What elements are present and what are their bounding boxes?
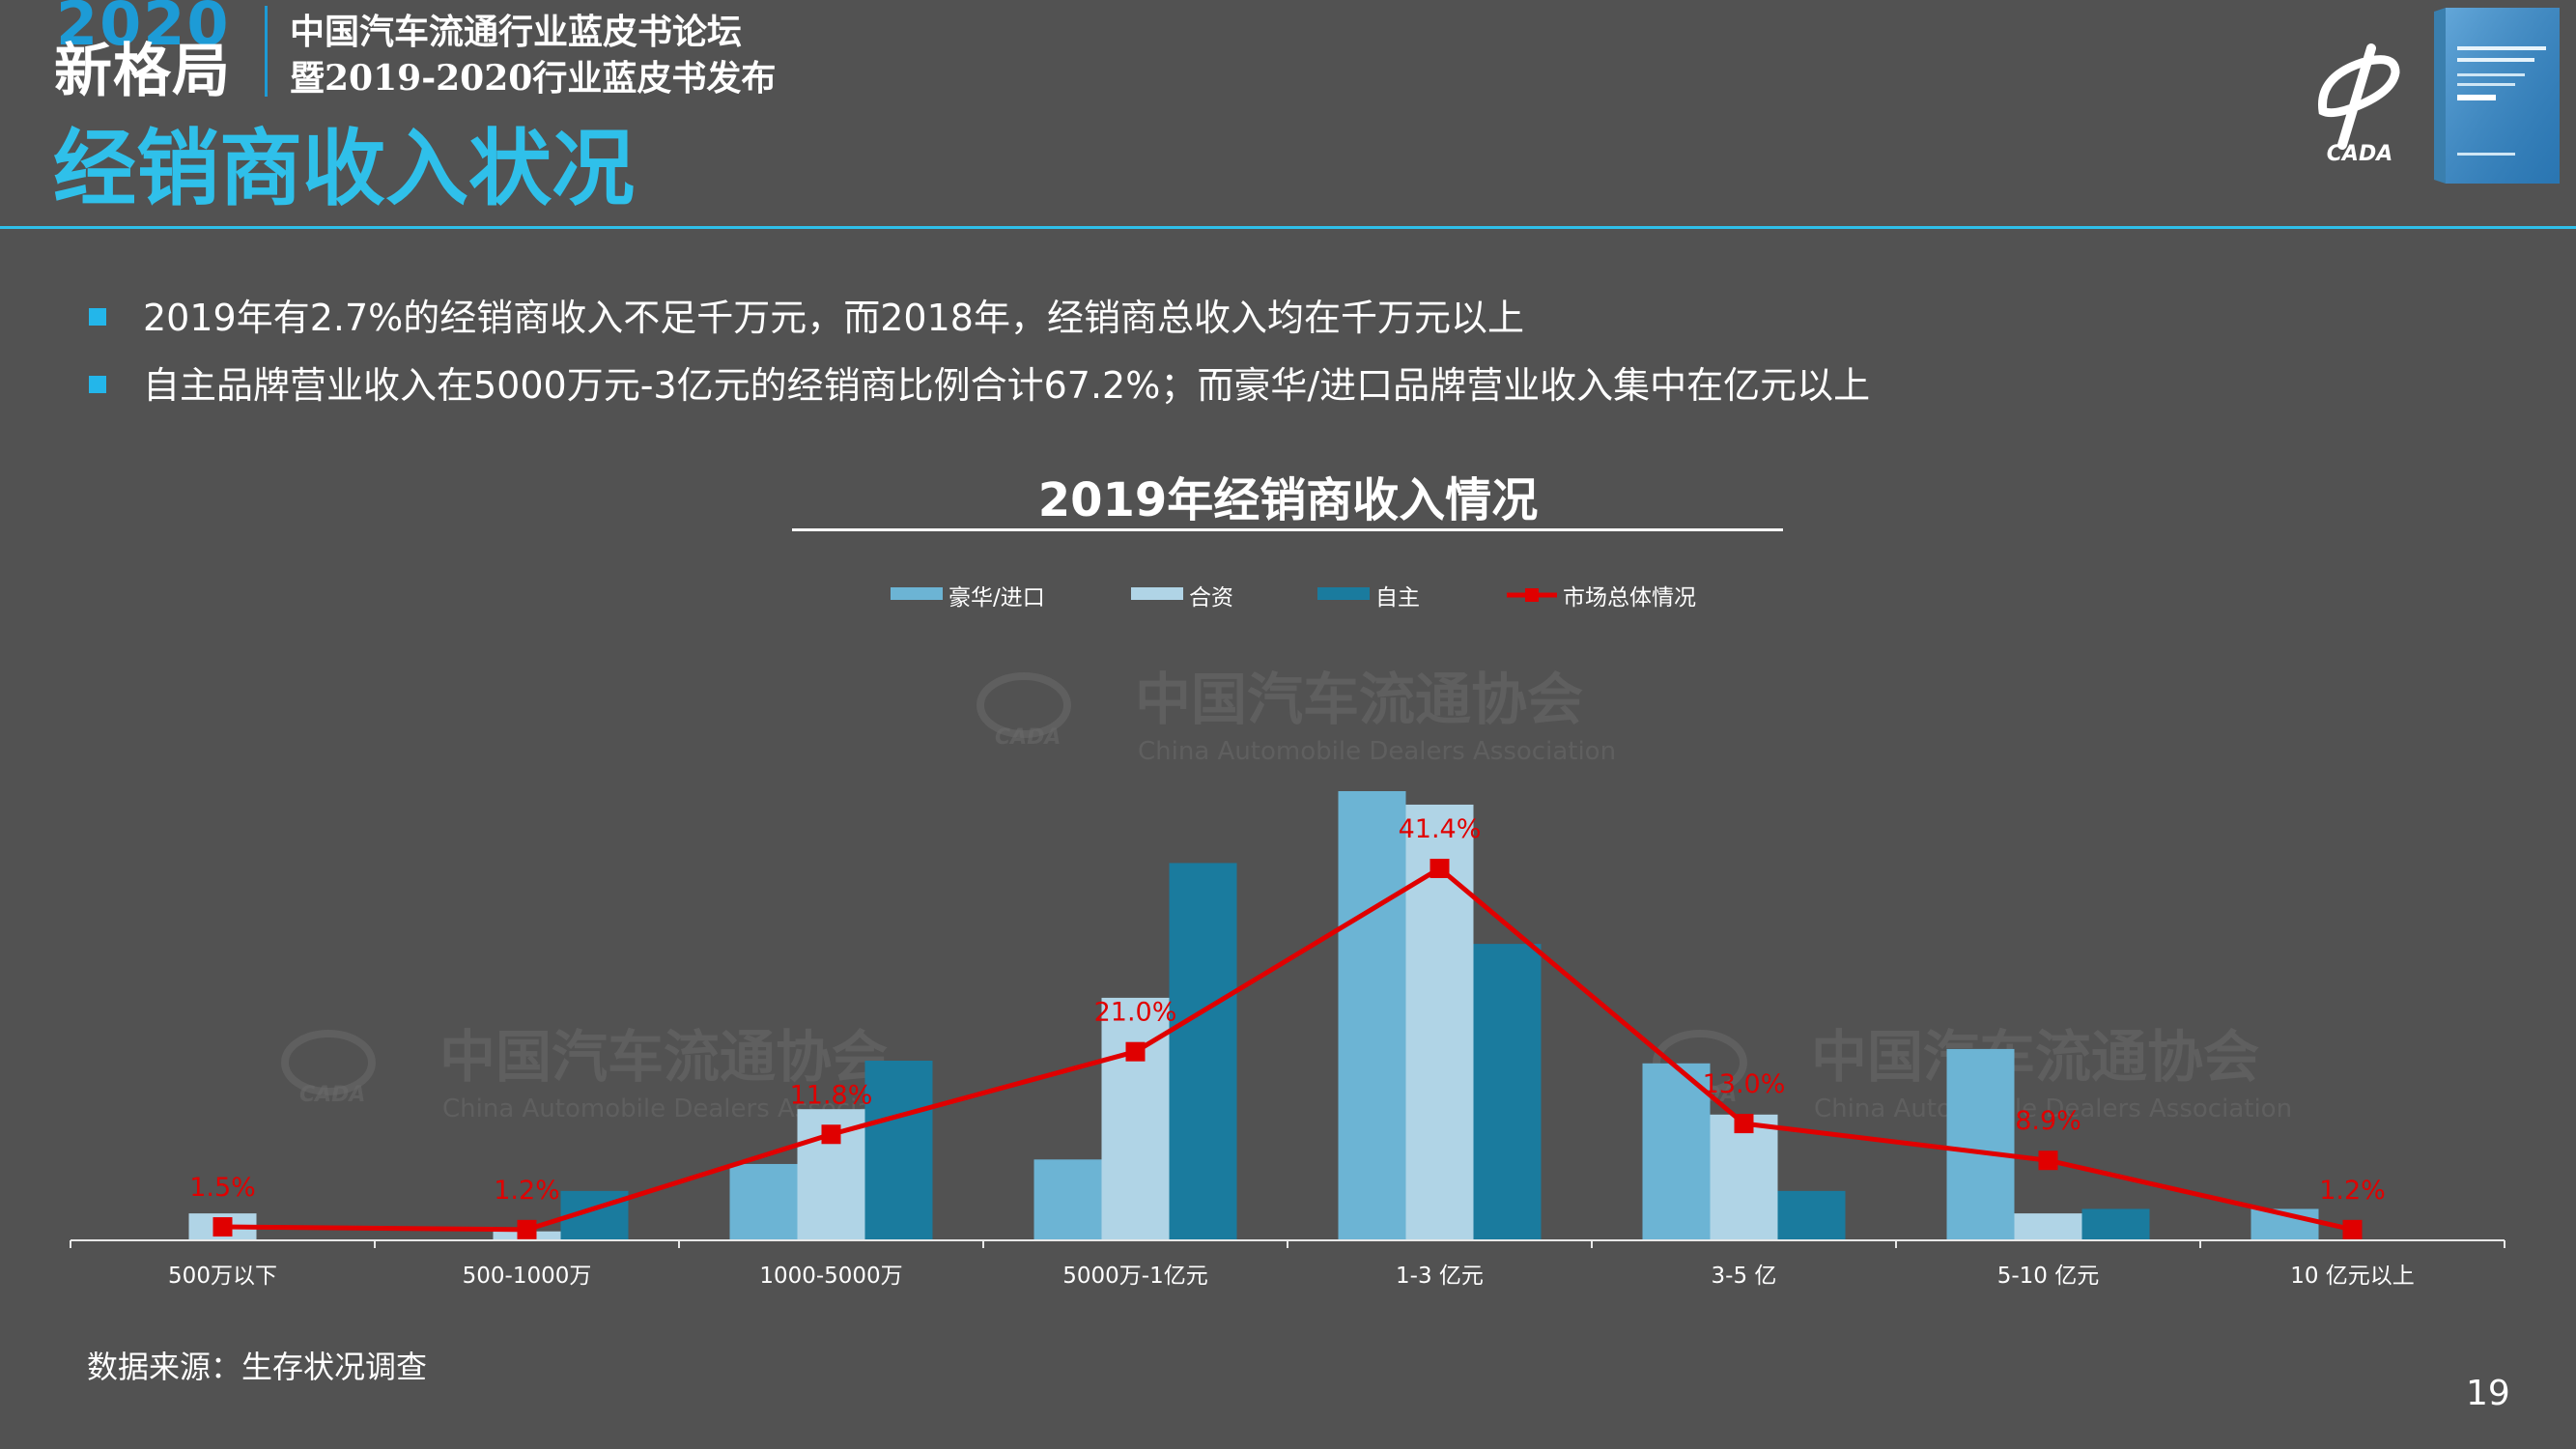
bullet-point: 自主品牌营业收入在5000万元-3亿元的经销商比例合计67.2%；而豪华/进口品… [89,367,1870,404]
market-data-label: 8.9% [2015,1106,2081,1136]
logo-year: 2020 [56,0,231,59]
bar-luxury [1642,1063,1711,1240]
bar-domestic [1473,944,1542,1240]
forum-title-line1: 中国汽车流通行业蓝皮书论坛 [290,12,743,52]
watermark-cn-text: 中国汽车流通协会 [439,1024,888,1090]
watermark: CADA 中国汽车流通协会 China Automobile Dealers Ass… [977,667,1616,766]
x-tick-label: 1000-5000万 [759,1264,902,1289]
market-data-label: 1.2% [2319,1176,2386,1206]
page-title: 经销商收入状况 [53,121,635,217]
x-tick-label: 5-10 亿元 [1997,1264,2100,1289]
bar-domestic [1169,863,1237,1240]
market-line-layer: 1.5% 1.2% 11.8% 21.0% 41.4% 13.0% 8.9% 1.2% [189,814,2386,1239]
source-note: 数据来源：生存状况调查 [87,1349,428,1385]
watermark-logo-icon [977,672,1071,738]
watermark-logo-text: CADA [299,1083,365,1107]
bullet-square-icon [89,375,106,393]
x-tick-label: 3-5 亿 [1712,1264,1777,1289]
market-data-label: 1.5% [189,1173,256,1203]
watermark-cn-text: 中国汽车流通协会 [1135,667,1583,732]
chart-title-underline [792,528,1783,531]
x-axis: 500万以下 500-1000万 1000-5000万 5000万-1亿元 1-3 亿元… [70,1239,2505,1289]
market-data-label: 11.8% [790,1080,873,1110]
bar-joint [1101,997,1170,1240]
legend-item: 豪华/进口 [891,585,1045,611]
watermark-en-text: China Automobile Dealers Association [1138,737,1616,766]
market-data-label: 13.0% [1703,1069,1786,1099]
x-tick-label: 500万以下 [168,1264,277,1289]
legend-swatch [891,587,943,600]
bullet-text: 自主品牌营业收入在5000万元-3亿元的经销商比例合计67.2%；而豪华/进口品… [143,364,1871,407]
income-chart: CADA 中国汽车流通协会 China Automobile Dealers Ass… [70,585,2505,1289]
market-marker [1430,858,1450,878]
market-line [222,866,2354,1233]
watermark-en-text: China Automobile Dealers Association [1814,1094,2292,1123]
logo-divider [265,6,268,97]
bar-luxury [1338,791,1406,1240]
watermark-cn-text: 中国汽车流通协会 [1811,1024,2259,1090]
legend-item: 合资 [1131,585,1233,611]
market-marker [2038,1151,2058,1171]
legend-swatch [1317,587,1370,600]
market-marker [821,1124,841,1145]
watermark-layer: CADA 中国汽车流通协会 China Automobile Dealers Ass… [281,667,2292,1123]
market-data-label: 21.0% [1094,998,1177,1028]
x-tick-label: 10 亿元以上 [2290,1264,2415,1289]
x-tick-label: 1-3 亿元 [1396,1264,1484,1289]
bar-luxury [1946,1048,2015,1240]
legend-item: 市场总体情况 [1507,585,1696,611]
logo-main-text: 新格局 [54,38,231,105]
page-number: 19 [2466,1374,2510,1413]
bar-domestic [2081,1208,2150,1240]
market-data-label: 1.2% [494,1176,560,1206]
forum-title-line2: 暨2019-2020行业蓝皮书发布 [290,58,777,99]
bar-joint [2014,1213,2082,1240]
legend-label: 自主 [1375,585,1420,611]
legend-swatch [1131,587,1183,600]
market-marker [1734,1114,1754,1134]
bar-domestic [1777,1190,1846,1240]
legend-item: 自主 [1317,585,1420,611]
legend-marker [1525,588,1539,602]
bullet-square-icon [89,307,106,326]
market-marker [1125,1041,1146,1062]
bluebook-icon [2434,8,2560,184]
bullet-point: 2019年有2.7%的经销商收入不足千万元，而2018年，经销商总收入均在千万元… [89,299,1524,336]
bar-luxury [1033,1159,1102,1240]
chart-legend: 豪华/进口 合资 自主 市场总体情况 [891,585,1696,611]
bar-domestic [864,1061,933,1240]
bar-layer [188,791,2319,1240]
market-data-label: 41.4% [1399,814,1482,844]
chart-title: 2019年经销商收入情况 [1037,473,1539,527]
x-tick-label: 5000万-1亿元 [1062,1264,1207,1289]
bullet-text: 2019年有2.7%的经销商收入不足千万元，而2018年，经销商总收入均在千万元… [143,297,1524,339]
watermark-logo-text: CADA [995,725,1061,750]
market-marker [2342,1219,2363,1239]
legend-label: 豪华/进口 [948,585,1045,611]
legend-label: 市场总体情况 [1563,585,1696,611]
bar-joint [1710,1114,1778,1240]
title-divider [0,226,2576,229]
bar-luxury [729,1163,798,1240]
watermark-logo-icon [281,1030,376,1095]
market-marker [212,1217,233,1237]
x-tick-label: 500-1000万 [463,1264,592,1289]
legend-label: 合资 [1189,585,1233,611]
market-marker [517,1219,537,1239]
cada-logo-text: CADA [2327,142,2392,164]
cada-logo-icon: CADA [2318,43,2400,164]
